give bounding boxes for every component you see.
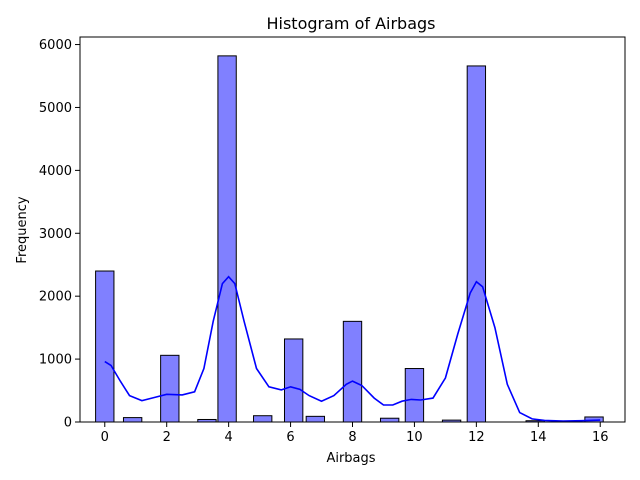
- x-tick-label: 8: [348, 430, 356, 445]
- plot-area: [79, 36, 626, 423]
- y-tick-label: 2000: [39, 290, 72, 305]
- y-tick-label: 3000: [39, 227, 72, 242]
- x-tick-label: 16: [592, 430, 609, 445]
- histogram-bar: [283, 338, 304, 423]
- histogram-bar: [95, 270, 115, 423]
- chart-title: Histogram of Airbags: [266, 14, 435, 33]
- y-tick-label: 6000: [39, 38, 72, 53]
- x-axis-label: Airbags: [326, 451, 375, 466]
- x-axis: 0 2 4 6 8 10 12 14 16: [101, 422, 609, 445]
- x-tick-label: 6: [286, 430, 294, 445]
- kde-curve: [104, 275, 601, 422]
- histogram-bar: [379, 417, 400, 423]
- y-axis-label: Frequency: [15, 196, 30, 263]
- histogram-bar: [217, 55, 237, 423]
- histogram-bar: [305, 415, 326, 423]
- histogram-bar: [404, 368, 425, 423]
- x-tick-label: 4: [224, 430, 232, 445]
- histogram-bar: [122, 417, 143, 423]
- y-axis: 0 1000 2000 3000 4000 5000 6000: [39, 38, 80, 431]
- histogram-bar: [160, 354, 180, 423]
- histogram-bar: [253, 415, 273, 423]
- y-tick-label: 5000: [39, 101, 72, 116]
- x-tick-label: 0: [101, 430, 109, 445]
- y-tick-label: 0: [64, 416, 72, 431]
- x-tick-label: 12: [468, 430, 485, 445]
- y-tick-label: 4000: [39, 164, 72, 179]
- histogram-bar: [466, 65, 487, 423]
- x-tick-label: 10: [406, 430, 423, 445]
- histogram-bar: [342, 320, 363, 423]
- bars-group: [95, 55, 604, 423]
- x-tick-label: 2: [163, 430, 171, 445]
- y-tick-label: 1000: [39, 353, 72, 368]
- x-tick-label: 14: [530, 430, 547, 445]
